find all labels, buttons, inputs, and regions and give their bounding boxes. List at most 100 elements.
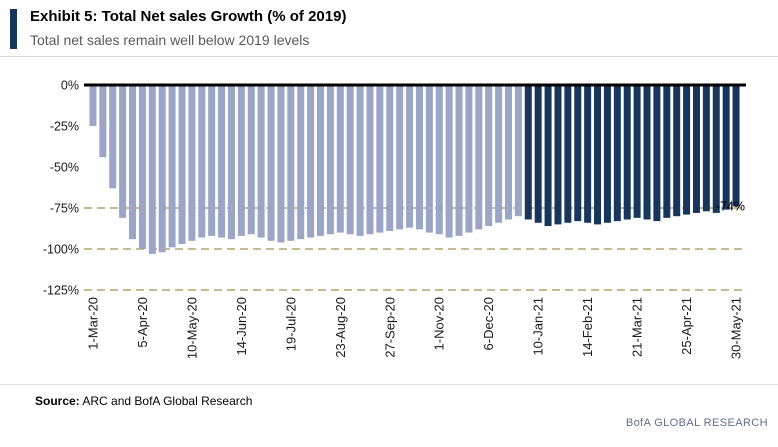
bar [99,85,107,158]
bar [158,85,166,253]
bar [287,85,295,241]
bar [386,85,394,231]
bar [683,85,691,215]
bar [356,85,364,236]
y-tick-label: -125% [43,284,79,298]
x-tick-label: 25-Apr-21 [679,297,694,355]
bar [465,85,473,233]
bar [504,85,512,220]
bar [396,85,404,230]
bar [129,85,137,240]
bar [198,85,206,238]
bar [336,85,344,233]
x-tick-label: 10-May-20 [184,297,199,359]
bar [277,85,285,243]
bar [603,85,611,223]
bar [445,85,453,238]
bar [514,85,522,217]
exhibit-header: Exhibit 5: Total Net sales Growth (% of … [0,0,778,50]
bar [643,85,651,220]
y-tick-label: -100% [43,243,79,257]
exhibit-title: Exhibit 5: Total Net sales Growth (% of … [30,8,347,25]
bar [435,85,443,235]
bar [415,85,423,230]
brand-text: BofA GLOBAL RESEARCH [625,417,768,429]
bar [524,85,532,220]
x-tick-label: 21-Mar-21 [630,297,645,357]
bars [89,85,740,254]
bar [623,85,631,220]
bar [237,85,245,236]
bar [148,85,156,254]
bar [574,85,582,222]
bar [109,85,117,189]
last-value-annotation: -74% [716,199,745,213]
bar [366,85,374,235]
bar [247,85,255,235]
header-divider [0,56,778,57]
bar [455,85,463,236]
bar [584,85,592,223]
exhibit-subtitle: Total net sales remain well below 2019 l… [30,32,310,48]
bar [594,85,602,225]
x-tick-label: 27-Sep-20 [382,297,397,358]
x-tick-label: 10-Jan-21 [531,297,546,356]
y-tick-label: -25% [50,120,79,134]
source-footer: Source: ARC and BofA Global Research [0,384,778,408]
bar [208,85,216,236]
bar [663,85,671,218]
x-tick-label: 19-Jul-20 [283,297,298,351]
bar [267,85,275,241]
x-tick-label: 14-Jun-20 [234,297,249,356]
bar-chart: 0% -25% -50% -75% -100% -125% 1-Mar-20 5-Apr-20… [43,79,746,359]
bar [376,85,384,233]
bar [564,85,572,223]
bar [168,85,176,248]
bar [346,85,354,235]
bar [633,85,641,218]
y-tick-label: 0% [61,79,79,93]
bar [673,85,681,217]
bar [425,85,433,233]
bar [475,85,483,230]
x-tick-label: 23-Aug-20 [333,297,348,358]
bar [732,85,740,207]
bar [188,85,196,241]
y-axis-labels: 0% -25% -50% -75% -100% -125% [43,79,79,298]
bar [138,85,146,249]
bar [544,85,552,227]
brand-row: BofA GLOBAL RESEARCH [0,413,778,431]
x-tick-label: 30-May-21 [729,297,744,359]
bar [534,85,542,223]
bar [317,85,325,236]
bar [702,85,710,212]
bar [613,85,621,222]
bar [307,85,315,238]
x-tick-label: 6-Dec-20 [481,297,496,350]
bar [218,85,226,238]
x-tick-label: 5-Apr-20 [135,297,150,348]
bar [178,85,186,245]
bar [554,85,562,225]
bar [326,85,334,235]
y-tick-label: -75% [50,202,79,216]
bar [495,85,503,223]
x-tick-label: 14-Feb-21 [580,297,595,357]
accent-bar [10,9,17,49]
source-text: ARC and BofA Global Research [79,394,253,408]
bar [297,85,305,240]
x-tick-label: 1-Mar-20 [85,297,100,350]
bar [406,85,414,228]
x-tick-label: 1-Nov-20 [432,297,447,350]
y-tick-label: -50% [50,161,79,175]
bar [119,85,127,218]
bar [712,85,720,213]
header-text: Exhibit 5: Total Net sales Growth (% of … [30,6,346,50]
bar [653,85,661,222]
bar [89,85,97,126]
bar [485,85,493,227]
source-label: Source: [35,394,80,408]
bar [722,85,730,210]
bar [692,85,700,213]
